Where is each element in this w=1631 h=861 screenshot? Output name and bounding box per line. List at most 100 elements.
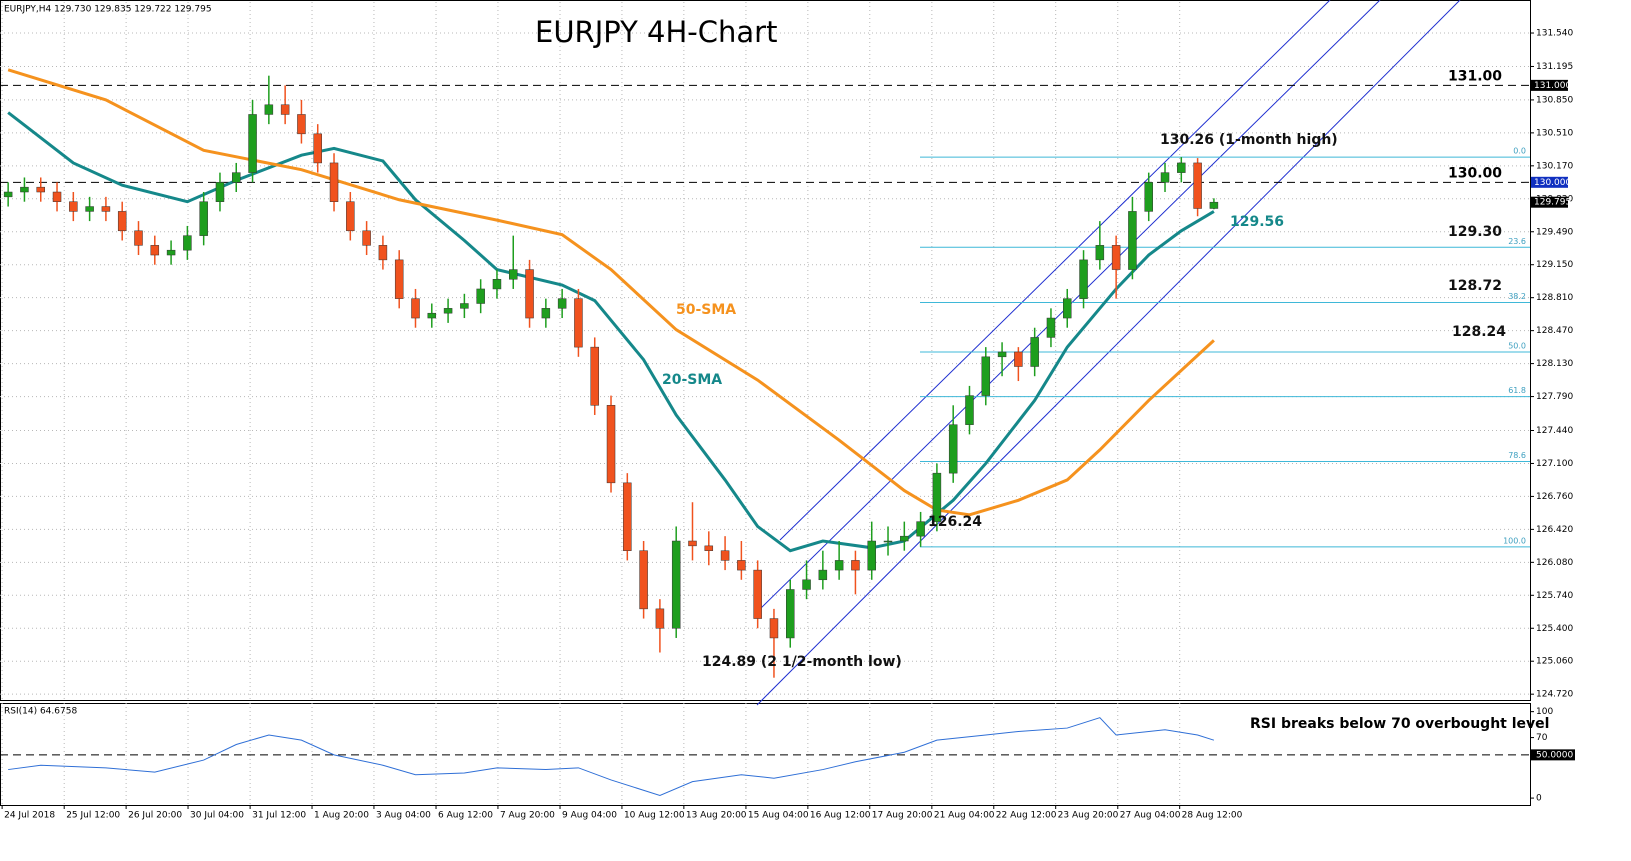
candle-body <box>1209 201 1219 209</box>
candle-body <box>802 579 811 590</box>
channel-line <box>756 0 1461 706</box>
candle-body <box>883 540 893 543</box>
candle-body <box>1144 182 1153 212</box>
annotation: 128.72 <box>1448 278 1502 294</box>
y-tick-label: 130.850 <box>1536 95 1573 105</box>
candle-body <box>1079 259 1088 299</box>
x-tick-label: 3 Aug 04:00 <box>376 811 431 821</box>
x-tick-label: 23 Aug 20:00 <box>1058 811 1119 821</box>
candle-body <box>997 351 1007 358</box>
candle-body <box>101 206 111 212</box>
candle-body <box>492 279 502 290</box>
y-tick-label: 124.720 <box>1536 690 1573 700</box>
chart-title: EURJPY 4H-Chart <box>535 15 777 49</box>
rsi-badge <box>1531 749 1575 761</box>
candle-body <box>655 608 665 629</box>
y-tick-label: 125.400 <box>1536 624 1573 634</box>
annotation: 126.24 <box>928 514 982 530</box>
candle-body <box>639 550 648 610</box>
annotation: 128.24 <box>1452 324 1506 340</box>
candle-body <box>443 308 453 314</box>
fib-label: 78.6 <box>1508 451 1526 460</box>
x-tick-label: 30 Jul 04:00 <box>190 811 244 821</box>
candle-body <box>737 560 746 571</box>
fib-label: 61.8 <box>1508 386 1526 395</box>
level-label: 130.00 <box>1448 165 1502 181</box>
candle-body <box>3 191 13 198</box>
grid <box>0 2 1530 805</box>
candle-body <box>134 230 143 246</box>
price-badge <box>1531 196 1568 208</box>
y-tick-label: 127.440 <box>1536 426 1573 436</box>
x-tick-label: 1 Aug 20:00 <box>314 811 369 821</box>
candle-body <box>688 540 697 547</box>
y-tick-label: 130.170 <box>1536 161 1573 171</box>
y-tick-label: 131.540 <box>1536 29 1573 39</box>
candle-body <box>1111 245 1121 270</box>
series-label: 20-SMA <box>662 372 722 388</box>
x-tick-label: 25 Jul 12:00 <box>66 811 120 821</box>
price-badge <box>1531 79 1568 91</box>
annotation: 129.30 <box>1448 224 1502 240</box>
candle-body <box>150 245 160 256</box>
candle-body <box>834 560 844 571</box>
y-tick-label: 125.060 <box>1536 657 1573 667</box>
fib-label: 50.0 <box>1508 341 1526 350</box>
x-tick-label: 24 Jul 2018 <box>4 811 55 821</box>
candle-body <box>52 191 62 202</box>
price-badge-label: 131.000 <box>1534 81 1571 91</box>
candle-body <box>20 186 29 193</box>
candle-body <box>590 346 599 406</box>
rsi-line <box>8 717 1215 797</box>
fib-label: 23.6 <box>1508 237 1526 246</box>
candle-body <box>965 395 974 425</box>
candle-body <box>704 545 714 551</box>
fib-label: 0.0 <box>1513 147 1526 156</box>
candle-body <box>460 303 469 309</box>
x-tick-label: 9 Aug 04:00 <box>562 811 617 821</box>
y-tick-label: 126.080 <box>1536 558 1573 568</box>
fib-label: 38.2 <box>1508 292 1526 301</box>
x-tick-label: 22 Aug 12:00 <box>996 811 1057 821</box>
x-tick-label: 13 Aug 20:00 <box>686 811 747 821</box>
y-tick-label: 125.740 <box>1536 591 1573 601</box>
y-tick-label: 131.195 <box>1536 62 1573 72</box>
x-tick-label: 17 Aug 20:00 <box>872 811 933 821</box>
price-badge <box>1531 176 1568 188</box>
sma-line <box>7 111 1215 553</box>
candle-body <box>557 298 567 309</box>
x-tick-label: 10 Aug 12:00 <box>624 811 685 821</box>
candle-body <box>264 104 274 115</box>
x-tick-label: 16 Aug 12:00 <box>810 811 871 821</box>
candle-body <box>346 201 355 232</box>
candle-body <box>900 535 909 542</box>
candle-body <box>1030 337 1039 367</box>
candle-body <box>476 288 485 304</box>
candle-body <box>786 589 795 639</box>
candle-body <box>1160 172 1170 183</box>
rsi-tick-label: 0 <box>1536 794 1542 804</box>
x-tick-label: 26 Jul 20:00 <box>128 811 182 821</box>
candle-body <box>981 356 991 396</box>
candle-body <box>313 133 322 164</box>
candle-body <box>1063 298 1072 319</box>
level-label: 131.00 <box>1448 68 1502 84</box>
sma-line <box>7 68 1215 517</box>
candle-body <box>818 569 828 581</box>
annotation: 129.56 <box>1230 214 1284 230</box>
x-tick-label: 15 Aug 04:00 <box>748 811 809 821</box>
candle-body <box>753 569 762 619</box>
candle-body <box>427 312 437 319</box>
candle-body <box>509 269 518 280</box>
price-badge-label: 129.795 <box>1534 198 1571 208</box>
candle-body <box>851 560 860 571</box>
candle-body <box>183 235 192 251</box>
candle-body <box>623 482 632 551</box>
main-panel-frame <box>0 0 1531 701</box>
candle-body <box>248 114 257 173</box>
x-tick-label: 31 Jul 12:00 <box>252 811 306 821</box>
rsi-annotation: RSI breaks below 70 overbought level <box>1250 716 1549 732</box>
candle-body <box>574 298 583 348</box>
annotation: 130.26 (1-month high) <box>1160 132 1338 148</box>
